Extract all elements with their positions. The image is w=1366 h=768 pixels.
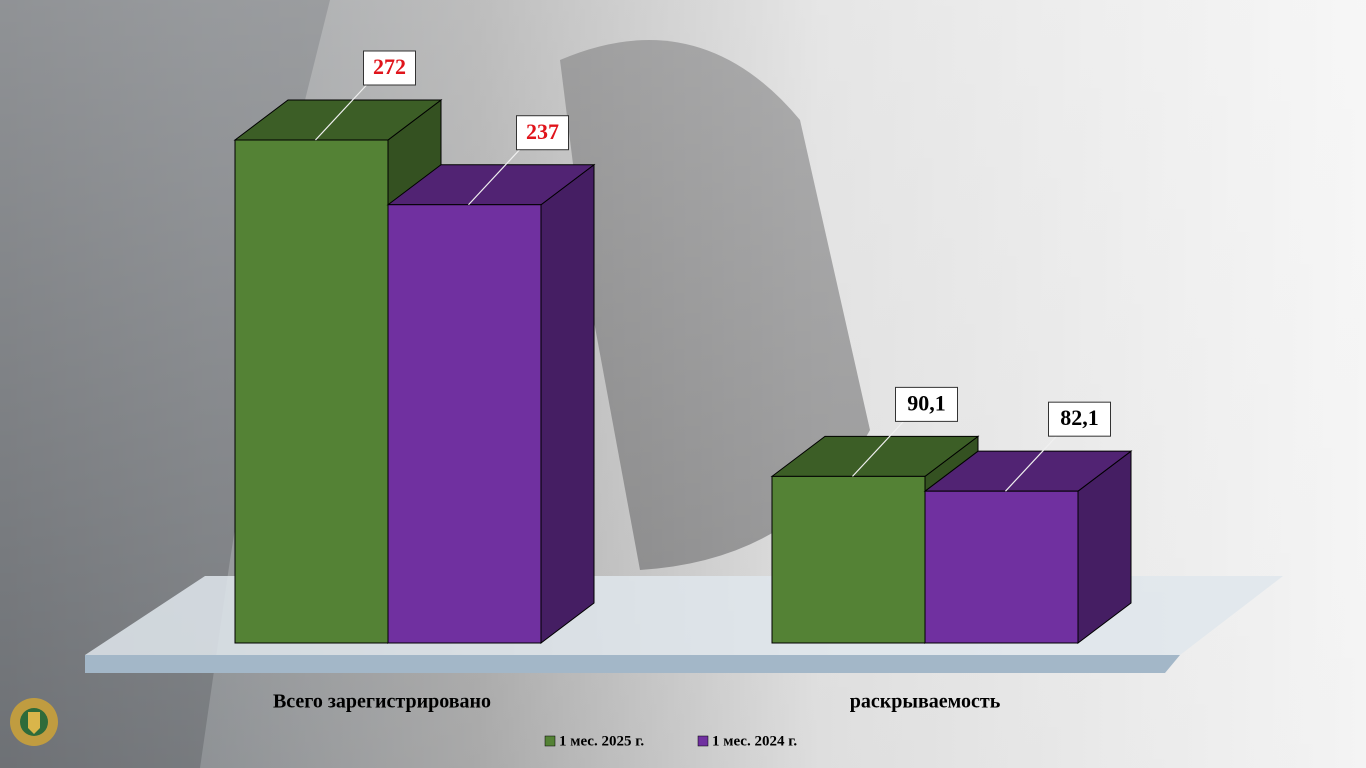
leader-line xyxy=(1005,434,1058,492)
leader-line xyxy=(468,148,521,206)
bar xyxy=(234,139,389,644)
leader-line xyxy=(315,83,368,141)
value-label: 237 xyxy=(526,119,559,144)
bar xyxy=(387,204,542,644)
legend-swatch xyxy=(697,735,709,747)
value-label: 272 xyxy=(373,54,406,79)
emblem xyxy=(10,698,58,746)
floor-edge xyxy=(85,655,1180,673)
category-label: раскрываемость xyxy=(850,691,1001,713)
value-label: 90,1 xyxy=(907,390,946,415)
bar xyxy=(771,475,926,644)
legend-label: 1 мес. 2024 г. xyxy=(712,733,797,749)
value-label-box xyxy=(895,386,958,422)
value-label-box xyxy=(363,50,416,86)
bar xyxy=(924,490,1079,644)
value-label: 82,1 xyxy=(1060,405,1099,430)
legend-label: 1 мес. 2025 г. xyxy=(559,733,644,749)
legend-swatch xyxy=(544,735,556,747)
bar-side xyxy=(540,163,595,645)
category-label: Всего зарегистрировано xyxy=(273,691,491,713)
plot: 272 237 Всего зарегистрировано 90,1 82,1 раск… xyxy=(233,50,1133,749)
value-label-box xyxy=(1048,401,1111,437)
leader-line xyxy=(852,419,905,477)
value-label-box xyxy=(516,115,569,151)
